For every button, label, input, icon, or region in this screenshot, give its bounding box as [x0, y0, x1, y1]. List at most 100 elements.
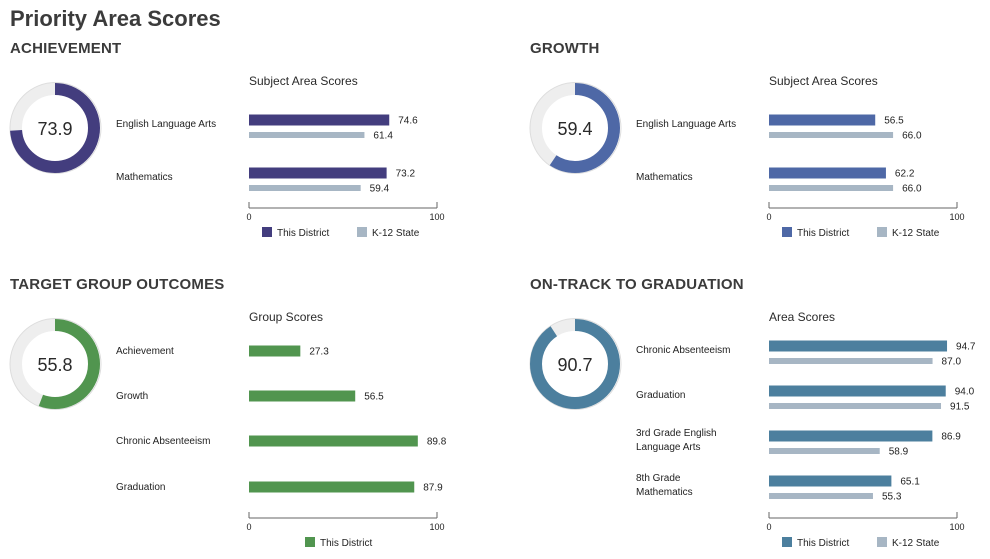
chart3-bar-label-k-12-state-0: 87.0 — [942, 357, 962, 368]
chart3-legend-swatch-this-district — [782, 537, 792, 547]
on-track-to-graduation-panel: 90.7 Area Scores Chronic Absenteeism 94.7 87… — [529, 310, 976, 549]
chart0-legend-swatch-this-district — [262, 227, 272, 237]
chart1-tick-label-end: 100 — [949, 212, 964, 222]
chart3-bar-label-k-12-state-2: 58.9 — [889, 447, 909, 458]
chart2-bar-label-this-district-2: 89.8 — [427, 437, 447, 448]
page-title: Priority Area Scores — [10, 6, 221, 31]
chart0-legend-label-k-12-state: K-12 State — [372, 228, 420, 239]
chart0-donut-arc — [10, 83, 100, 173]
chart0-category-label-english-language-arts: English Language Arts — [116, 119, 216, 130]
chart3-bar-label-this-district-1: 94.0 — [955, 387, 975, 398]
chart0-bar-this-district-1 — [249, 167, 387, 179]
chart0-tick-label-start: 0 — [246, 212, 251, 222]
section-title-achievement: ACHIEVEMENT — [10, 40, 122, 57]
chart3-bar-label-this-district-2: 86.9 — [941, 432, 961, 443]
chart2-subtitle: Group Scores — [249, 310, 323, 324]
chart3-bar-label-this-district-3: 65.1 — [900, 477, 920, 488]
chart3-category-label-3rd-grade-english-language-arts-line1: Language Arts — [636, 442, 701, 453]
chart2-bar-this-district-1 — [249, 390, 356, 402]
chart1-subtitle: Subject Area Scores — [769, 74, 878, 88]
chart2-bar-this-district-3 — [249, 481, 415, 493]
chart0-legend-label-this-district: This District — [277, 228, 329, 239]
chart1-bar-label-this-district-0: 56.5 — [884, 116, 904, 127]
chart1-legend-swatch-k-12-state — [877, 227, 887, 237]
chart2-bar-this-district-0 — [249, 345, 301, 357]
chart3-bar-this-district-1 — [769, 385, 946, 397]
chart1-legend-label-this-district: This District — [797, 228, 849, 239]
chart2-bar-label-this-district-0: 27.3 — [309, 347, 329, 358]
chart2-category-label-growth: Growth — [116, 391, 148, 402]
chart3-bar-label-k-12-state-3: 55.3 — [882, 492, 902, 503]
chart0-bar-label-this-district-1: 73.2 — [396, 169, 416, 180]
chart3-bar-label-k-12-state-1: 91.5 — [950, 402, 970, 413]
chart1-donut-value: 59.4 — [557, 119, 592, 139]
chart0-bar-k-12-state-1 — [249, 185, 361, 191]
chart0-tick-label-end: 100 — [429, 212, 444, 222]
chart1-bar-k-12-state-0 — [769, 132, 894, 138]
chart1-category-label-mathematics: Mathematics — [636, 172, 693, 183]
chart0-bar-label-k-12-state-0: 61.4 — [373, 131, 393, 142]
chart0-bar-label-this-district-0: 74.6 — [398, 116, 418, 127]
chart2-donut-outline — [9, 318, 102, 410]
chart0-bar-label-k-12-state-1: 59.4 — [370, 184, 390, 195]
chart3-subtitle: Area Scores — [769, 310, 835, 324]
chart3-bar-k-12-state-0 — [769, 358, 933, 364]
chart3-category-label-8th-grade-mathematics-line0: 8th Grade — [636, 473, 681, 484]
chart3-donut-value: 90.7 — [557, 355, 592, 375]
chart1-bar-this-district-0 — [769, 114, 876, 126]
chart0-bar-k-12-state-0 — [249, 132, 365, 138]
chart0-donut-outline — [9, 82, 102, 174]
chart0-legend-swatch-k-12-state — [357, 227, 367, 237]
chart0-bar-this-district-0 — [249, 114, 390, 126]
chart1-bar-this-district-1 — [769, 167, 886, 179]
chart3-tick-label-end: 100 — [949, 522, 964, 532]
chart1-legend-swatch-this-district — [782, 227, 792, 237]
achievement-panel: 73.9 Subject Area Scores English Language … — [9, 74, 445, 239]
chart3-donut-arc — [530, 319, 620, 409]
chart2-bar-label-this-district-3: 87.9 — [423, 483, 443, 494]
chart2-legend-label-this-district: This District — [320, 538, 372, 549]
chart2-category-label-graduation: Graduation — [116, 482, 165, 493]
chart3-category-label-chronic-absenteeism: Chronic Absenteeism — [636, 345, 731, 356]
chart1-bar-k-12-state-1 — [769, 185, 894, 191]
chart1-bar-label-k-12-state-1: 66.0 — [902, 184, 922, 195]
chart1-bar-label-k-12-state-0: 66.0 — [902, 131, 922, 142]
chart1-category-label-english-language-arts: English Language Arts — [636, 119, 736, 130]
chart3-legend-swatch-k-12-state — [877, 537, 887, 547]
chart2-donut-arc — [10, 319, 100, 409]
chart3-legend-label-k-12-state: K-12 State — [892, 538, 940, 549]
chart0-subtitle: Subject Area Scores — [249, 74, 358, 88]
chart3-bar-this-district-0 — [769, 340, 948, 352]
growth-panel: 59.4 Subject Area Scores English Language … — [529, 74, 965, 239]
chart3-bar-this-district-3 — [769, 475, 892, 487]
section-title-on-track-to-graduation: ON-TRACK TO GRADUATION — [530, 276, 744, 293]
chart2-legend-swatch-this-district — [305, 537, 315, 547]
chart3-category-label-8th-grade-mathematics-line1: Mathematics — [636, 487, 693, 498]
chart3-bar-label-this-district-0: 94.7 — [956, 342, 976, 353]
chart1-donut-outline — [529, 82, 622, 174]
chart3-category-label-graduation: Graduation — [636, 390, 685, 401]
chart3-category-label-3rd-grade-english-language-arts-line0: 3rd Grade English — [636, 428, 717, 439]
chart2-tick-label-start: 0 — [246, 522, 251, 532]
section-title-growth: GROWTH — [530, 40, 600, 57]
section-title-target-group-outcomes: TARGET GROUP OUTCOMES — [10, 276, 225, 293]
chart3-bar-this-district-2 — [769, 430, 933, 442]
chart2-tick-label-end: 100 — [429, 522, 444, 532]
chart0-category-label-mathematics: Mathematics — [116, 172, 173, 183]
chart2-donut-value: 55.8 — [37, 355, 72, 375]
chart3-bar-k-12-state-1 — [769, 403, 942, 409]
chart2-category-label-achievement: Achievement — [116, 346, 174, 357]
chart3-bar-k-12-state-2 — [769, 448, 880, 454]
chart3-legend-label-this-district: This District — [797, 538, 849, 549]
chart1-tick-label-start: 0 — [766, 212, 771, 222]
chart1-bar-label-this-district-1: 62.2 — [895, 169, 915, 180]
chart1-legend-label-k-12-state: K-12 State — [892, 228, 940, 239]
target-group-outcomes-panel: 55.8 Group Scores Achievement 27.3 Growth 56.… — [9, 310, 447, 549]
chart3-tick-label-start: 0 — [766, 522, 771, 532]
chart2-bar-this-district-2 — [249, 435, 418, 447]
chart0-donut-value: 73.9 — [37, 119, 72, 139]
chart1-donut-arc — [530, 83, 620, 173]
chart2-bar-label-this-district-1: 56.5 — [364, 392, 384, 403]
chart2-category-label-chronic-absenteeism: Chronic Absenteeism — [116, 436, 211, 447]
chart3-bar-k-12-state-3 — [769, 493, 873, 499]
